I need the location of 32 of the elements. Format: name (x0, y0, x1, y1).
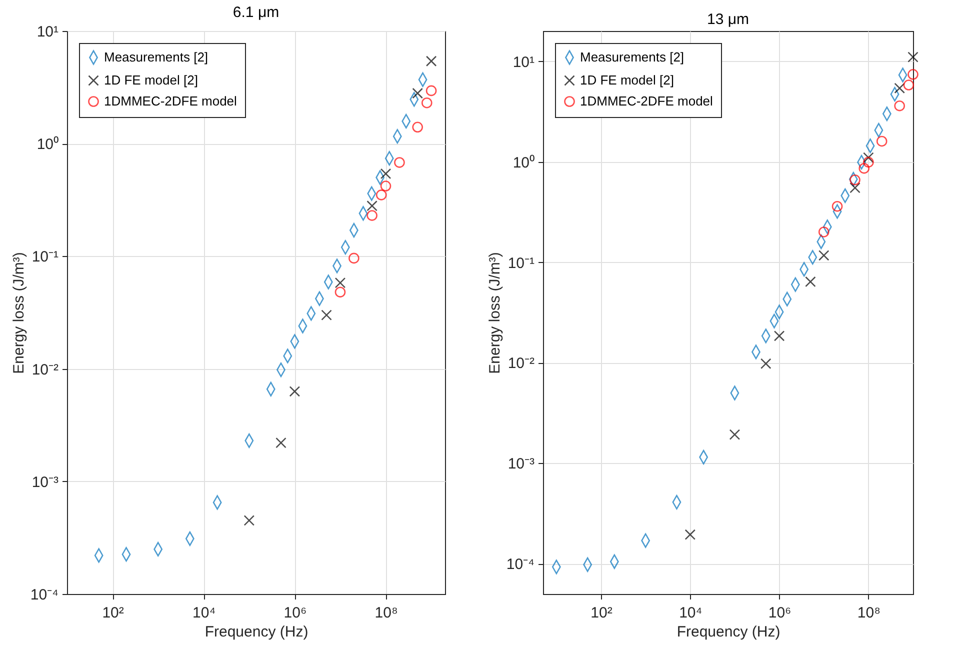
legend-label: 1D FE model [2] (104, 72, 198, 88)
x-tick-label: 10⁸ (374, 604, 398, 622)
x-tick-label: 10⁶ (768, 604, 792, 622)
legend-label: 1DMMEC-2DFE model (104, 94, 238, 108)
y-axis-title: Energy loss (J/m³) (486, 252, 504, 374)
y-tick-label: 10⁰ (512, 154, 534, 172)
y-tick-label: 10¹ (512, 54, 534, 71)
x-tick-label: 10⁶ (284, 604, 307, 622)
x-tick-label: 10² (102, 604, 124, 622)
y-tick-label: 10⁻³ (32, 474, 58, 491)
legend-label: 1DMMEC-2DFE model (580, 94, 714, 108)
x-axis-title: Frequency (Hz) (676, 624, 780, 640)
y-axis-title: Energy loss (J/m³) (10, 252, 28, 374)
chart-title: 13 μm (707, 11, 749, 28)
y-tick-label: 10⁻¹ (32, 248, 58, 266)
legend-label: Measurements [2] (580, 50, 684, 64)
x-tick-label: 10² (590, 604, 612, 622)
legend-label: 1D FE model [2] (580, 72, 674, 88)
legend-label: Measurements [2] (104, 50, 208, 64)
x-tick-label: 10⁴ (192, 604, 216, 622)
y-tick-label: 10⁻¹ (508, 254, 534, 272)
y-tick-label: 10⁻⁴ (30, 586, 58, 604)
y-tick-label: 10⁻² (32, 361, 58, 378)
chart-title: 6.1 μm (232, 4, 280, 21)
y-tick-label: 10⁰ (36, 136, 58, 154)
x-tick-label: 10⁸ (857, 604, 880, 622)
y-tick-label: 10⁻³ (508, 456, 534, 473)
y-tick-label: 10⁻² (508, 355, 534, 372)
x-axis-title: Frequency (Hz) (204, 624, 308, 640)
y-tick-label: 10¹ (36, 24, 58, 40)
x-tick-label: 10⁴ (679, 604, 702, 622)
y-tick-label: 10⁻⁴ (506, 556, 534, 574)
